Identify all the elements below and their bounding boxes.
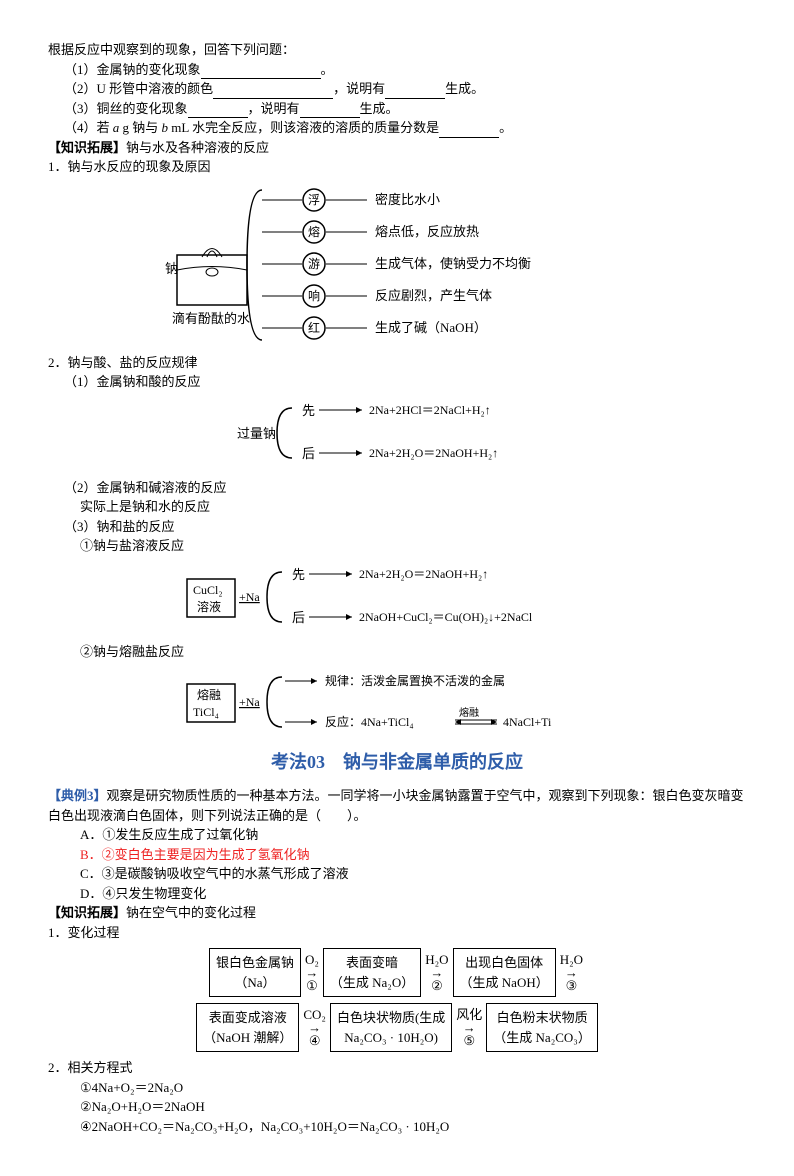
svg-text:2Na+2H₂O＝2NaOH+H₂↑: 2Na+2H₂O＝2NaOH+H₂↑ bbox=[359, 567, 488, 581]
svg-text:先: 先 bbox=[292, 567, 305, 582]
q4-c: mL 水完全反应，则该溶液的溶质的质量分数是 bbox=[168, 120, 439, 135]
svg-text:熔: 熔 bbox=[308, 224, 320, 239]
flow-box: 白色粉末状物质（生成 Na₂CO₃） bbox=[486, 1003, 598, 1052]
label-water: 滴有酚酞的水 bbox=[172, 311, 250, 326]
svg-text:熔点低，反应放热: 熔点低，反应放热 bbox=[375, 224, 479, 239]
diagram-na-water: 钠 滴有酚酞的水 浮 密度比水小熔 熔点低，反应放热游 生成气体，使钠受力不均衡响 反应… bbox=[147, 185, 647, 345]
opt-d: D．④只发生物理变化 bbox=[80, 884, 746, 904]
blank bbox=[300, 103, 360, 118]
diagram-salt: CuCl₂ 溶液 +Na 先 2Na+2H₂O＝2NaOH+H₂↑ 后 2NaO… bbox=[117, 564, 677, 634]
s2b2: 实际上是钠和水的反应 bbox=[80, 497, 746, 517]
example3: 【典例3】观察是研究物质性质的一种基本方法。一同学将一小块金属钠露置于空气中，观… bbox=[48, 786, 746, 825]
flow-row2: 表面变成溶液（NaOH 潮解） CO₂→④ 白色块状物质(生成Na₂CO₃ · … bbox=[48, 1003, 746, 1052]
eq: ②Na₂O+H₂O＝2NaOH bbox=[80, 1097, 746, 1117]
svg-text:+Na: +Na bbox=[239, 695, 260, 709]
tag: 【知识拓展】 bbox=[48, 140, 126, 155]
q3: （3）铜丝的变化现象 ，说明有 生成。 bbox=[64, 99, 746, 119]
q1: （1）金属钠的变化现象 。 bbox=[64, 60, 746, 80]
q3-label: （3）铜丝的变化现象 bbox=[64, 101, 188, 116]
svg-text:反应：4Na+TiCl₄: 反应：4Na+TiCl₄ bbox=[325, 714, 414, 729]
s2: 2．钠与酸、盐的反应规律 bbox=[48, 353, 746, 373]
excess-na: 过量钠 bbox=[237, 426, 276, 441]
arrow-icon: CO₂→④ bbox=[301, 1008, 328, 1047]
blank bbox=[188, 103, 248, 118]
s2b: （2）金属钠和碱溶液的反应 bbox=[64, 478, 746, 498]
s2a: （1）金属钠和酸的反应 bbox=[64, 372, 746, 392]
svg-text:生成了碱（NaOH）: 生成了碱（NaOH） bbox=[375, 320, 487, 335]
q2: （2）U 形管中溶液的颜色 ，说明有 生成。 bbox=[64, 79, 746, 99]
flow-box: 表面变成溶液（NaOH 潮解） bbox=[196, 1003, 299, 1052]
p1: 1．变化过程 bbox=[48, 923, 746, 943]
blank bbox=[385, 84, 445, 99]
svg-text:浮: 浮 bbox=[308, 193, 320, 207]
svg-text:4NaCl+Ti: 4NaCl+Ti bbox=[503, 715, 552, 729]
diagram-molten: 熔融 TiCl₄ +Na 规律：活泼金属置换不活泼的金属 反应：4Na+TiCl… bbox=[117, 669, 677, 739]
ex-text: 观察是研究物质性质的一种基本方法。一同学将一小块金属钠露置于空气中，观察到下列现… bbox=[48, 788, 744, 823]
blank bbox=[201, 64, 321, 79]
section-title: 考法03 钠与非金属单质的反应 bbox=[48, 749, 746, 776]
opt-b: B．②变白色主要是因为生成了氢氧化钠 bbox=[80, 845, 746, 865]
svg-text:红: 红 bbox=[308, 320, 320, 335]
svg-text:反应剧烈，产生气体: 反应剧烈，产生气体 bbox=[375, 288, 492, 303]
q3-end: 生成。 bbox=[360, 101, 399, 116]
svg-text:后: 后 bbox=[302, 446, 315, 461]
p2: 2．相关方程式 bbox=[48, 1058, 746, 1078]
svg-text:2NaOH+CuCl₂＝Cu(OH)₂↓+2NaCl: 2NaOH+CuCl₂＝Cu(OH)₂↓+2NaCl bbox=[359, 610, 533, 624]
s2c1: ①钠与盐溶液反应 bbox=[80, 536, 746, 556]
flow-box: 出现白色固体（生成 NaOH） bbox=[453, 948, 556, 997]
arrow-icon: H₂O→③ bbox=[558, 953, 585, 992]
eq: 2Na+2H₂O＝2NaOH+H₂↑ bbox=[369, 446, 498, 460]
label-na: 钠 bbox=[165, 261, 178, 276]
q2-end: 生成。 bbox=[445, 81, 484, 96]
svg-text:溶液: 溶液 bbox=[197, 599, 221, 614]
tag-text: 钠与水及各种溶液的反应 bbox=[126, 140, 269, 155]
svg-text:先: 先 bbox=[302, 403, 315, 418]
q2-label: （2）U 形管中溶液的颜色 bbox=[64, 81, 213, 96]
svg-text:密度比水小: 密度比水小 bbox=[375, 192, 440, 207]
svg-text:响: 响 bbox=[308, 288, 320, 303]
opt-c: C．③是碳酸钠吸收空气中的水蒸气形成了溶液 bbox=[80, 864, 746, 884]
knowledge-ext-2: 【知识拓展】钠在空气中的变化过程 bbox=[48, 903, 746, 923]
eq: ①4Na+O₂＝2Na₂O bbox=[80, 1078, 746, 1098]
q2-mid: ，说明有 bbox=[333, 81, 385, 96]
diagram-acid: 过量钠 先 2Na+2HCl＝2NaCl+H₂↑ 后 2Na+2H₂O＝2NaO… bbox=[147, 400, 647, 470]
q4-end: 。 bbox=[499, 120, 512, 135]
svg-text:后: 后 bbox=[292, 610, 305, 625]
q1-end: 。 bbox=[321, 62, 334, 77]
flow-box: 表面变暗（生成 Na₂O） bbox=[323, 948, 421, 997]
flow-box: 白色块状物质(生成Na₂CO₃ · 10H₂O) bbox=[330, 1003, 452, 1052]
svg-text:CuCl₂: CuCl₂ bbox=[193, 583, 223, 597]
knowledge-ext-1: 【知识拓展】钠与水及各种溶液的反应 bbox=[48, 138, 746, 158]
tag-text: 钠在空气中的变化过程 bbox=[126, 905, 256, 920]
eq: ④2NaOH+CO₂＝Na₂CO₃+H₂O，Na₂CO₃+10H₂O＝Na₂CO… bbox=[80, 1117, 746, 1137]
blank bbox=[213, 84, 333, 99]
intro: 根据反应中观察到的现象，回答下列问题： bbox=[48, 40, 746, 60]
q3-mid: ，说明有 bbox=[248, 101, 300, 116]
s1: 1．钠与水反应的现象及原因 bbox=[48, 157, 746, 177]
flow-row1: 银白色金属钠（Na） O₂→① 表面变暗（生成 Na₂O） H₂O→② 出现白色… bbox=[48, 948, 746, 997]
arrow-icon: 风化→⑤ bbox=[454, 1008, 484, 1047]
q4: （4）若 a g 钠与 b mL 水完全反应，则该溶液的溶质的质量分数是。 bbox=[64, 118, 746, 138]
arrow-icon: O₂→① bbox=[303, 953, 321, 992]
ex-tag: 【典例3】 bbox=[48, 788, 107, 803]
s2c: （3）钠和盐的反应 bbox=[64, 517, 746, 537]
eq: 2Na+2HCl＝2NaCl+H₂↑ bbox=[369, 403, 491, 417]
blank bbox=[439, 123, 499, 138]
q4-b: g 钠与 bbox=[119, 120, 161, 135]
svg-text:TiCl₄: TiCl₄ bbox=[193, 705, 219, 719]
svg-text:熔融: 熔融 bbox=[197, 687, 221, 702]
svg-text:规律：活泼金属置换不活泼的金属: 规律：活泼金属置换不活泼的金属 bbox=[325, 673, 505, 688]
arrow-icon: H₂O→② bbox=[423, 953, 450, 992]
flow-box: 银白色金属钠（Na） bbox=[209, 948, 301, 997]
svg-text:生成气体，使钠受力不均衡: 生成气体，使钠受力不均衡 bbox=[375, 256, 531, 271]
svg-text:游: 游 bbox=[308, 257, 320, 271]
tag: 【知识拓展】 bbox=[48, 905, 126, 920]
svg-text:熔融: 熔融 bbox=[459, 706, 479, 719]
svg-text:+Na: +Na bbox=[239, 590, 260, 604]
opt-a: A．①发生反应生成了过氧化钠 bbox=[80, 825, 746, 845]
q1-label: （1）金属钠的变化现象 bbox=[64, 62, 201, 77]
s2c2: ②钠与熔融盐反应 bbox=[80, 642, 746, 662]
q4-a: （4）若 bbox=[64, 120, 113, 135]
